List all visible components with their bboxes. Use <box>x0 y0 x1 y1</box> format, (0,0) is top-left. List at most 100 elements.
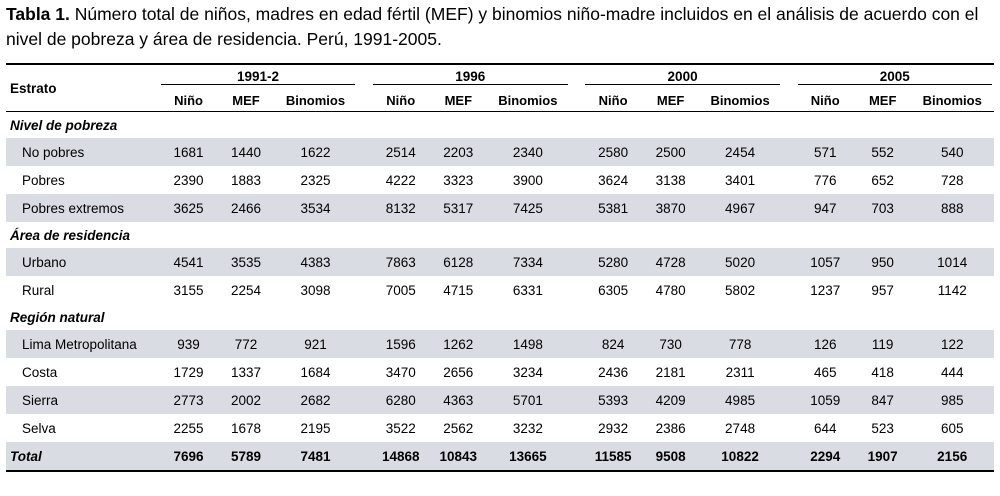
table-cell: 1498 <box>486 330 570 358</box>
section-row: Área de residencia <box>6 222 994 248</box>
table-cell: 5393 <box>583 386 643 414</box>
table-cell: 7481 <box>273 442 358 471</box>
table-cell: 2656 <box>443 364 474 380</box>
table-cell: 3522 <box>385 420 416 436</box>
table-cell: 4967 <box>698 194 782 222</box>
table-cell: 3234 <box>512 364 543 380</box>
table-cell: 3625 <box>158 194 219 222</box>
subheader-binomios: Binomios <box>498 92 558 108</box>
table-cell: 824 <box>583 330 643 358</box>
table-cell: 6128 <box>430 248 487 276</box>
subheader-mef: MEF <box>444 92 473 108</box>
table-cell: 3870 <box>642 194 699 222</box>
table-cell: 7005 <box>385 282 416 298</box>
table-cell: 2580 <box>583 138 643 166</box>
table-cell: 703 <box>854 194 911 222</box>
table-cell: 5789 <box>218 442 274 471</box>
table-cell: 730 <box>642 330 699 358</box>
table-cell: 444 <box>940 364 964 380</box>
caption-label: Tabla 1. <box>6 4 70 24</box>
table-cell: 13665 <box>486 442 570 471</box>
table-cell: 5802 <box>725 282 756 298</box>
table-cell: 2386 <box>655 420 686 436</box>
table-cell: 985 <box>910 386 994 414</box>
table-cell: 2562 <box>443 420 474 436</box>
subheader-nino: Niño <box>810 92 840 108</box>
table-body: Estrato 1991-2 1996 2000 2005 Niño MEF B… <box>6 63 994 473</box>
table-cell: 3323 <box>443 172 474 188</box>
section-row: Nivel de pobreza <box>6 112 994 138</box>
table-cell: 540 <box>910 138 994 166</box>
table-cell: 1883 <box>230 172 261 188</box>
table-cell: 9508 <box>642 442 699 471</box>
table-cell: 3534 <box>273 194 358 222</box>
table-row: Selva 2255 1678 2195 3522 2562 3232 2932 2386 274… <box>6 414 994 442</box>
table-cell: 1684 <box>300 364 331 380</box>
table-cell: 2255 <box>173 420 204 436</box>
table-cell: 6280 <box>370 386 431 414</box>
table-cell: 418 <box>871 364 894 380</box>
table-cell: 2773 <box>158 386 219 414</box>
caption-text: Número total de niños, madres en edad fé… <box>6 4 979 49</box>
table-cell: 5701 <box>486 386 570 414</box>
table-cell: 2514 <box>370 138 431 166</box>
header-year: 1991-2 <box>159 65 357 89</box>
row-label: No pobres <box>6 138 159 166</box>
row-label: Pobres extremos <box>6 194 159 222</box>
table-cell: 3401 <box>725 172 756 188</box>
table-cell: 8132 <box>370 194 431 222</box>
table-cell: 652 <box>871 172 894 188</box>
total-label: Total <box>6 442 159 471</box>
section-title: Área de residencia <box>10 227 131 243</box>
subheader-mef: MEF <box>232 92 260 108</box>
table-cell: 2002 <box>218 386 274 414</box>
table-cell: 4715 <box>443 282 474 298</box>
table-cell: 2500 <box>642 138 699 166</box>
table-cell: 778 <box>698 330 782 358</box>
table-cell: 772 <box>218 330 274 358</box>
table-cell: 2436 <box>598 364 629 380</box>
table-cell: 523 <box>871 420 894 436</box>
table-cell: 947 <box>795 194 855 222</box>
row-label: Urbano <box>6 248 159 276</box>
row-label: Pobres <box>22 172 65 188</box>
table-cell: 2195 <box>300 420 331 436</box>
section-title: Nivel de pobreza <box>10 117 118 133</box>
subheader-mef: MEF <box>868 92 897 108</box>
row-label: Selva <box>22 420 56 436</box>
table-row: Pobres extremos 3625 2466 3534 8132 5317 7425 5… <box>6 194 994 222</box>
table-cell: 5280 <box>583 248 643 276</box>
subheader-binomios: Binomios <box>922 92 982 108</box>
row-label: Lima Metropolitana <box>6 330 159 358</box>
table-row: Lima Metropolitana 939 772 921 1596 1262 1498 8… <box>6 330 994 358</box>
table-cell: 14868 <box>370 442 431 471</box>
table-cell: 888 <box>910 194 994 222</box>
header-year: 1996 <box>371 65 570 89</box>
table-cell: 126 <box>795 330 855 358</box>
table-cell: 465 <box>813 364 837 380</box>
table-cell: 6331 <box>512 282 543 298</box>
row-label: Rural <box>22 282 55 298</box>
header-year: 2005 <box>796 65 994 89</box>
table-cell: 1014 <box>910 248 994 276</box>
table-cell: 571 <box>795 138 855 166</box>
table-cell: 2390 <box>173 172 204 188</box>
table-cell: 1237 <box>810 282 841 298</box>
table-cell: 1729 <box>173 364 204 380</box>
table-cell: 2932 <box>598 420 629 436</box>
table-cell: 2340 <box>486 138 570 166</box>
subheader-mef: MEF <box>656 92 685 108</box>
table-cell: 921 <box>273 330 358 358</box>
section-title: Región natural <box>10 309 105 325</box>
table-row: No pobres 1681 1440 1622 2514 2203 2340 2580 250… <box>6 138 994 166</box>
table-cell: 3098 <box>300 282 331 298</box>
table-cell: 776 <box>813 172 837 188</box>
header-row-sub: Niño MEF Binomios Niño MEF Binomios Niño… <box>6 89 994 112</box>
section-row: Región natural <box>6 304 994 330</box>
table-cell: 11585 <box>583 442 643 471</box>
row-label: Costa <box>22 364 58 380</box>
table-cell: 4383 <box>273 248 358 276</box>
table-cell: 728 <box>940 172 964 188</box>
table-cell: 2682 <box>273 386 358 414</box>
table-cell: 3155 <box>173 282 204 298</box>
